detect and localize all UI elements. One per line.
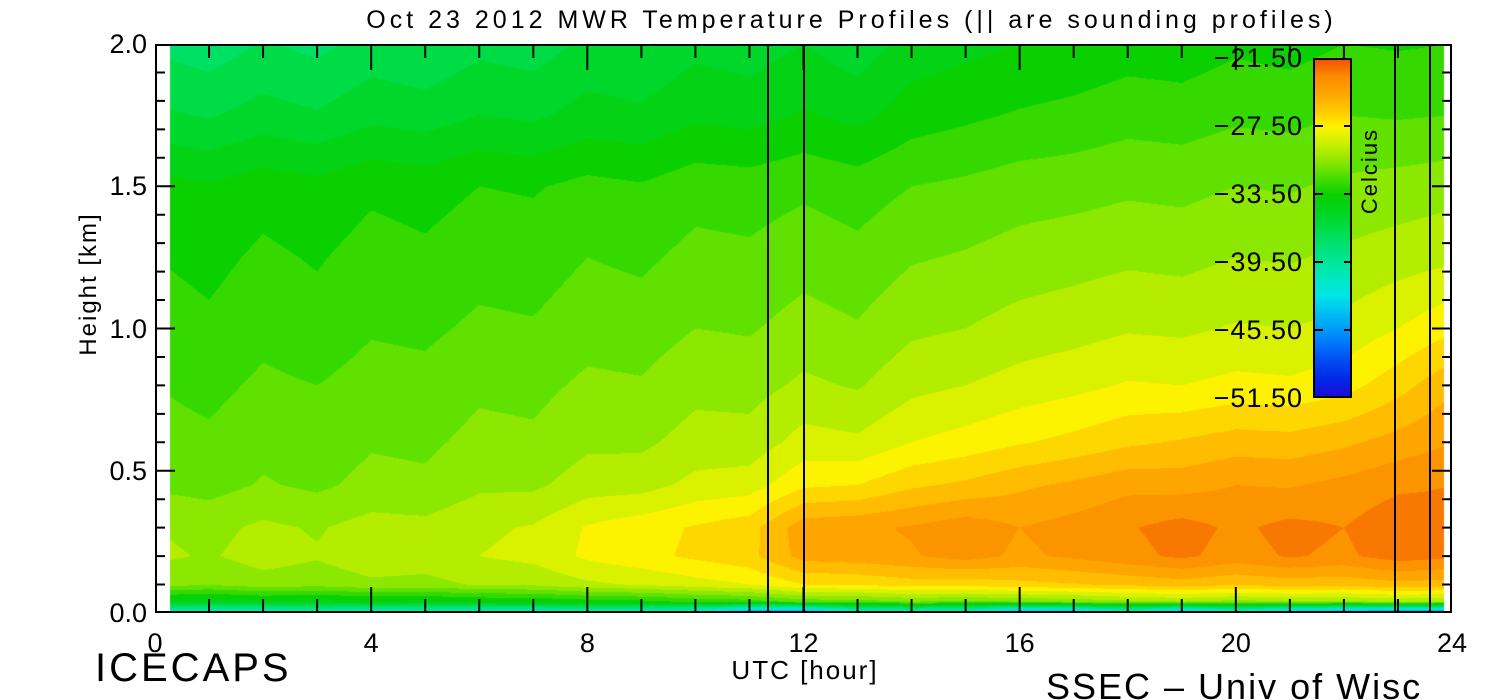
y-tick-label: 1.0 (109, 313, 147, 344)
x-tick-label: 8 (579, 628, 595, 658)
y-tick-label: 0.0 (109, 598, 147, 628)
sounding-profile-line (1428, 44, 1431, 613)
colorbar-gradient (1313, 58, 1352, 398)
credit-label: SSEC – Univ of Wisc (1046, 666, 1423, 700)
x-tick-label: 4 (363, 628, 379, 658)
y-tick-label: 2.0 (109, 29, 147, 59)
x-tick-label: 12 (788, 628, 819, 658)
colorbar-tick (1344, 125, 1352, 127)
colorbar-tick (1344, 193, 1352, 195)
x-tick-label: 24 (1436, 628, 1468, 658)
colorbar-tick (1344, 261, 1352, 263)
x-axis-title: UTC [hour] (731, 655, 879, 685)
x-tick-label: 20 (1220, 628, 1251, 658)
x-tick-label: 0 (147, 628, 163, 658)
plot-title: Oct 23 2012 MWR Temperature Profiles (||… (366, 6, 1337, 34)
colorbar-tick-label: −45.50 (1213, 315, 1303, 345)
sounding-profile-line (766, 44, 769, 613)
y-tick-label: 0.5 (109, 455, 147, 486)
plot-area: −21.50 −27.50 −33.50 −39.50 −45.50 −51.50 Cel… (155, 44, 1452, 613)
colorbar-tick (1315, 125, 1323, 127)
colorbar-tick (1315, 193, 1323, 195)
colorbar-tick-label: −39.50 (1213, 247, 1303, 277)
sounding-profile-line (1393, 44, 1396, 613)
colorbar-tick (1315, 261, 1323, 263)
colorbar-tick-label: −21.50 (1213, 43, 1303, 73)
project-label: ICECAPS (95, 646, 292, 690)
colorbar-tick-label: −27.50 (1213, 111, 1303, 141)
x-tick-label: 16 (1004, 628, 1035, 658)
colorbar-tick-label: −51.50 (1213, 383, 1303, 413)
colorbar-title: Celcius (1357, 127, 1382, 215)
y-tick-label: 1.5 (109, 171, 147, 202)
colorbar-tick-label: −33.50 (1213, 179, 1303, 209)
sounding-profile-line (802, 44, 805, 613)
colorbar-tick (1315, 329, 1323, 331)
axis-frame-and-ticks (155, 44, 1452, 613)
colorbar-tick (1344, 329, 1352, 331)
